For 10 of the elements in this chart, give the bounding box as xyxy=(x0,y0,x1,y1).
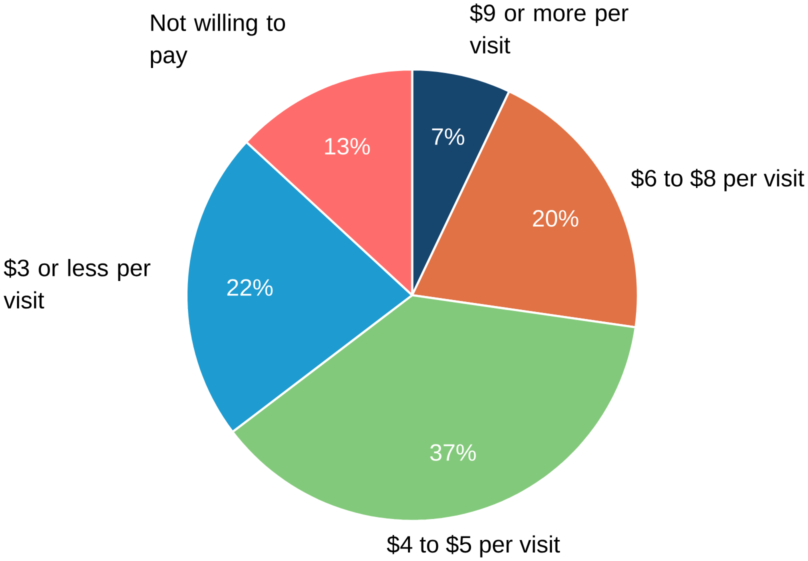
slice-label: Not willing to pay xyxy=(150,14,286,68)
data-label: 20% xyxy=(532,210,578,227)
data-label: 13% xyxy=(325,138,370,155)
data-label: 37% xyxy=(430,444,476,461)
data-label: 22% xyxy=(227,279,273,296)
slice-label: $3 or less per visit xyxy=(4,258,150,309)
slice-label: $6 to $8 per visit xyxy=(631,168,804,192)
data-label: 7% xyxy=(432,128,464,145)
slice-label: $9 or more per visit xyxy=(470,4,628,54)
slice-label: $4 to $5 per visit xyxy=(386,534,560,558)
